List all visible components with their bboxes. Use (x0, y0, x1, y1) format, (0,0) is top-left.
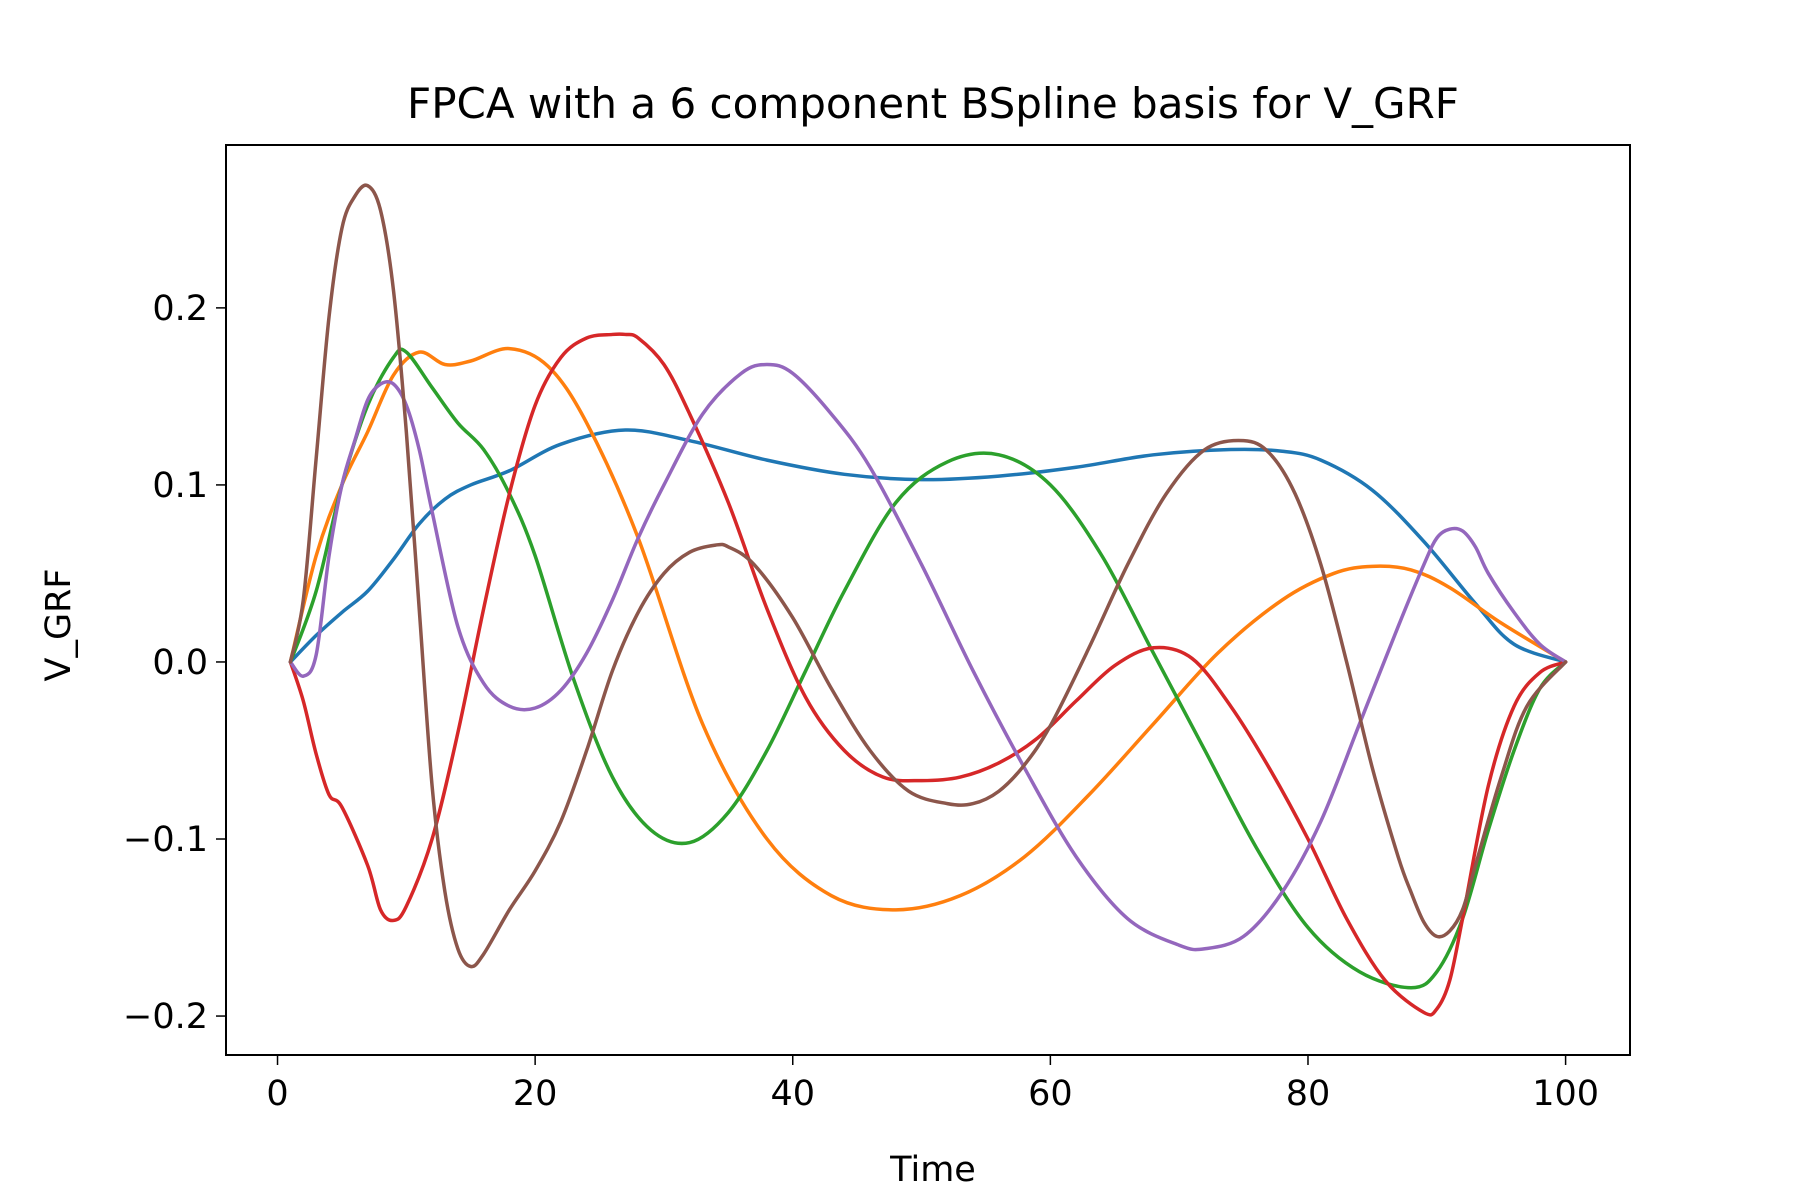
series-line-6 (288, 183, 1568, 969)
y-tick-label: −0.1 (123, 820, 208, 860)
series-line-3 (288, 347, 1568, 990)
y-tick-label: 0.1 (152, 466, 208, 506)
chart-title: FPCA with a 6 component BSpline basis fo… (407, 79, 1459, 128)
y-tick-label: −0.2 (123, 997, 208, 1037)
x-tick-label: 80 (1286, 1074, 1331, 1114)
plot-frame (225, 144, 1631, 1056)
x-tick-label: 20 (513, 1074, 558, 1114)
y-axis-label: V_GRF (39, 568, 79, 681)
series-line-1 (288, 428, 1568, 664)
y-tick-label: 0.0 (152, 643, 208, 683)
x-axis-label: Time (889, 1150, 976, 1190)
x-tick-label: 100 (1532, 1074, 1599, 1114)
series-line-5 (288, 362, 1568, 952)
series-line-4 (288, 332, 1568, 1017)
x-tick-label: 0 (266, 1074, 288, 1114)
plot-lines (288, 183, 1568, 1017)
y-tick-label: 0.2 (152, 289, 208, 329)
x-tick-label: 60 (1028, 1074, 1073, 1114)
y-axis: −0.2 −0.1 0.0 0.1 0.2 (123, 289, 226, 1037)
x-tick-label: 40 (770, 1074, 815, 1114)
series-line-2 (288, 346, 1568, 912)
x-axis: 0 20 40 60 80 100 (266, 1055, 1599, 1114)
